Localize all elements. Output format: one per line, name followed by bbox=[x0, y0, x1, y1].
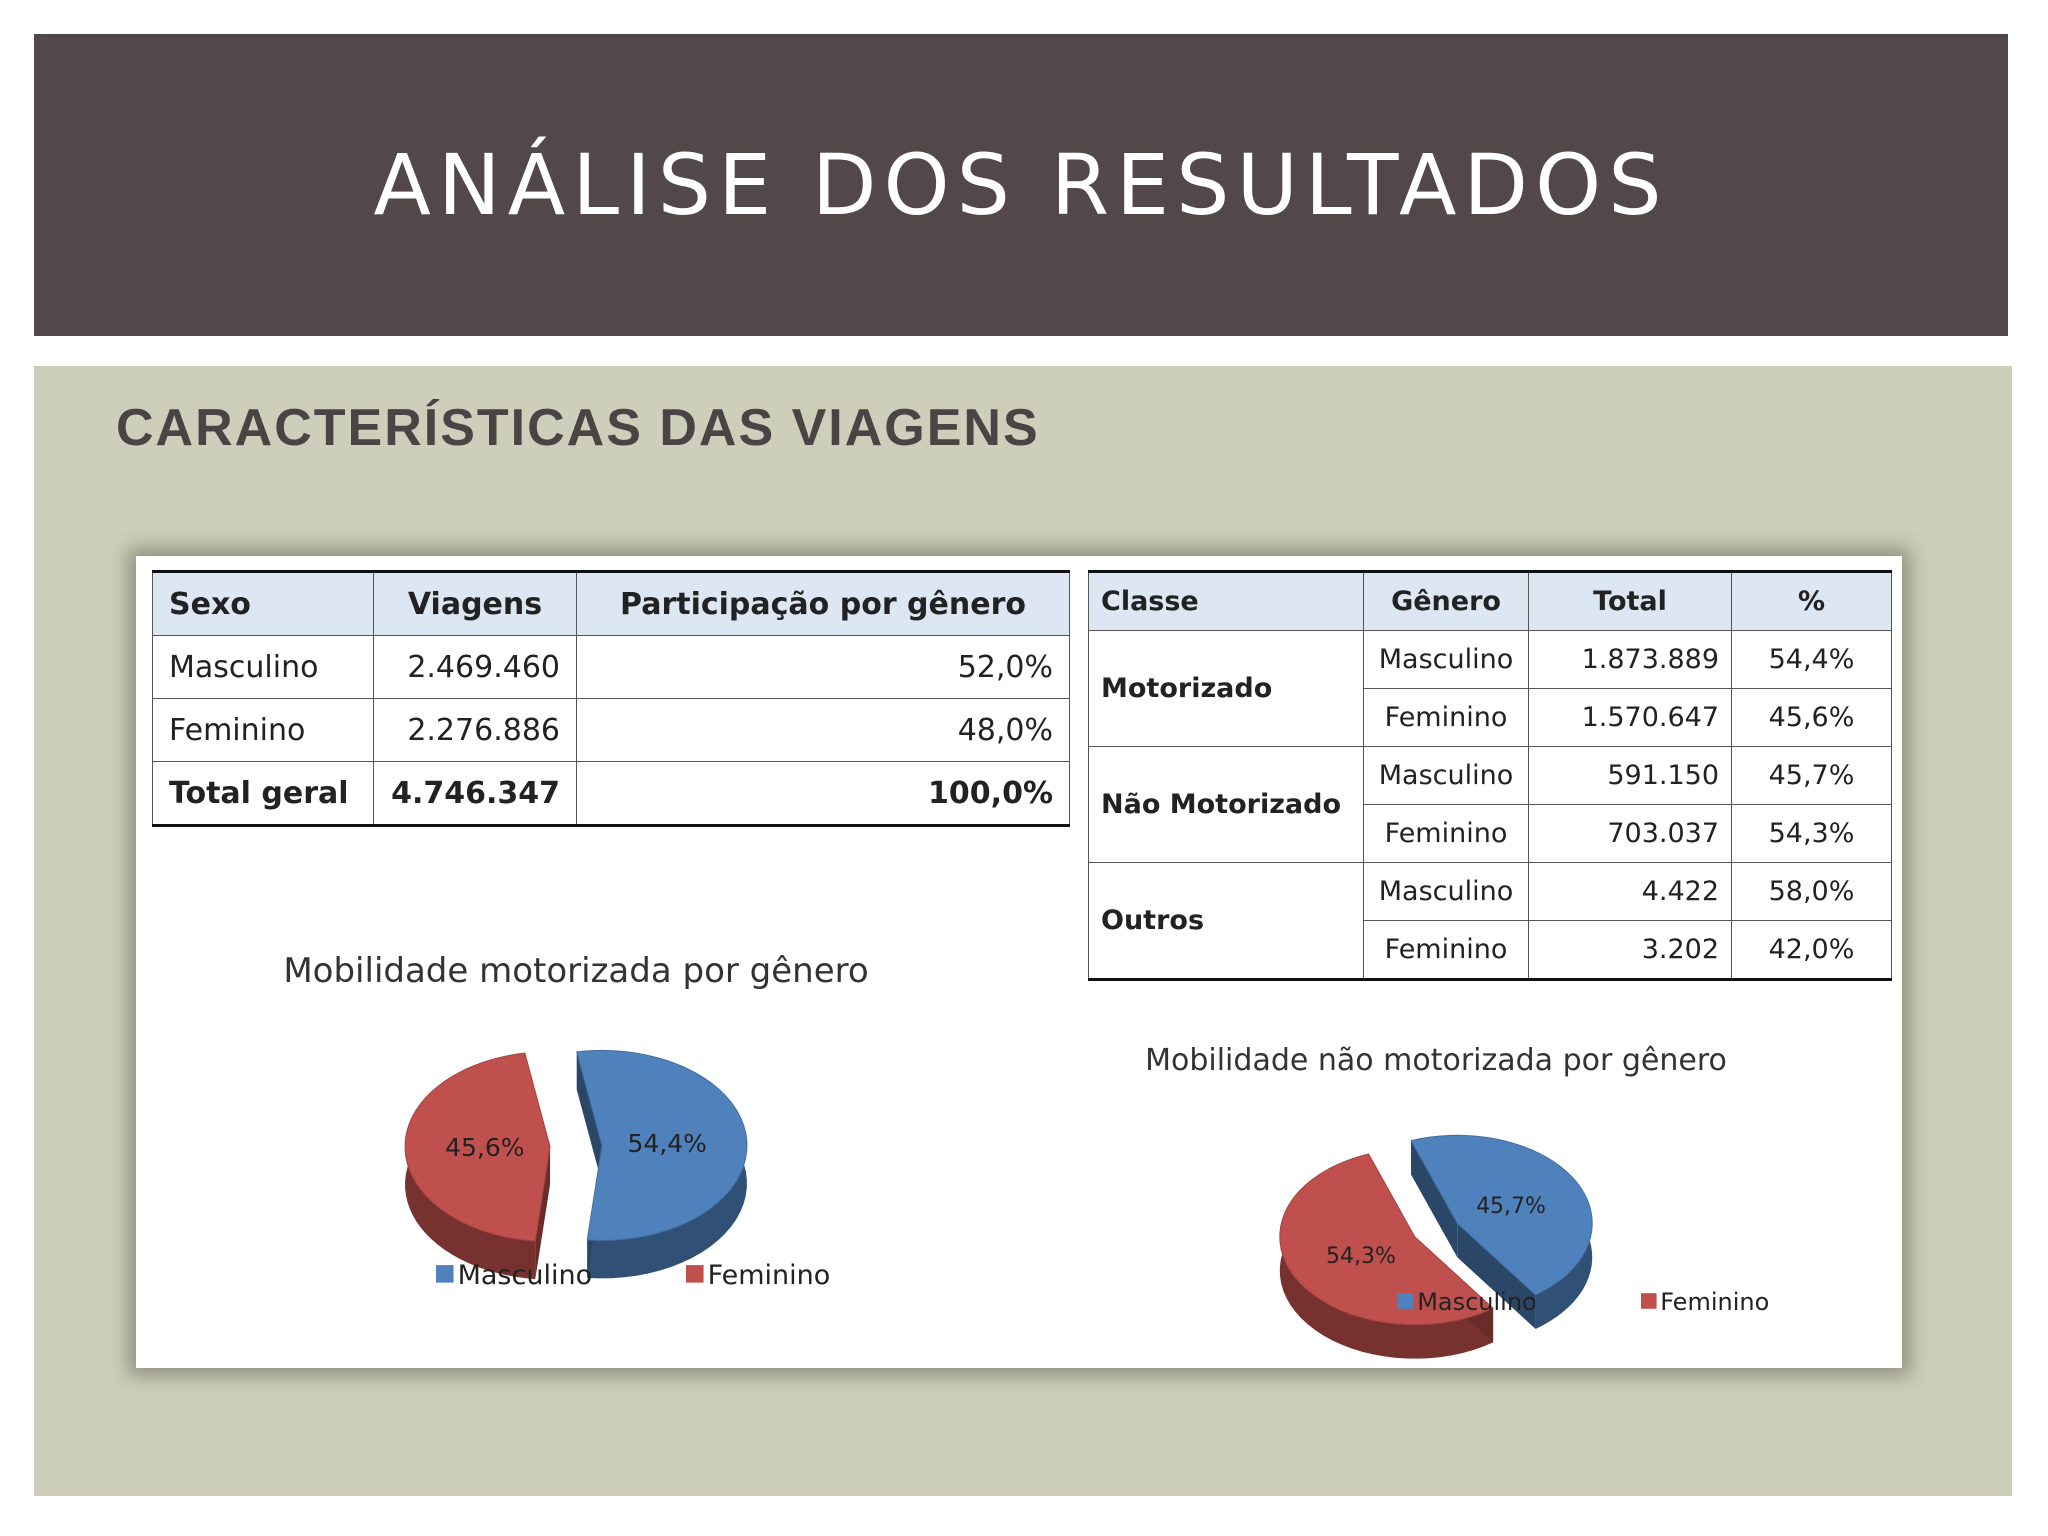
table-cell: 52,0% bbox=[576, 635, 1070, 699]
pie-slice-feminino bbox=[1279, 1153, 1495, 1359]
table-cell: 100,0% bbox=[576, 761, 1070, 826]
table-cell: 58,0% bbox=[1731, 862, 1892, 921]
pie-chart-non-motorized: Mobilidade não motorizada por gênero 45,7… bbox=[1145, 1043, 1769, 1359]
table-total-row: Total geral 4.746.347 100,0% bbox=[152, 761, 1070, 826]
column-header: Participação por gênero bbox=[576, 571, 1070, 636]
table-cell: 3.202 bbox=[1528, 920, 1732, 980]
table-cell: 54,4% bbox=[1731, 630, 1892, 689]
pie-slice-masculino bbox=[1410, 1134, 1593, 1329]
table-cell: 2.276.886 bbox=[373, 698, 577, 762]
table-cell: 591.150 bbox=[1528, 746, 1732, 805]
class-cell: Motorizado bbox=[1088, 630, 1364, 747]
table-cell: 1.570.647 bbox=[1528, 688, 1732, 747]
legend-swatch-masculino bbox=[1398, 1293, 1414, 1309]
table-cell: Masculino bbox=[1363, 746, 1529, 805]
column-header: Sexo bbox=[152, 571, 374, 636]
pie-slice-masculino bbox=[576, 1049, 748, 1279]
class-cell: Não Motorizado bbox=[1088, 746, 1364, 863]
table-cell: Masculino bbox=[152, 635, 374, 699]
table-cell: Feminino bbox=[1363, 688, 1529, 747]
table-cell: 45,6% bbox=[1731, 688, 1892, 747]
table-cell: 4.746.347 bbox=[373, 761, 577, 826]
table-cell: Masculino bbox=[1363, 862, 1529, 921]
title-bar: ANÁLISE DOS RESULTADOS bbox=[34, 34, 2008, 336]
table-row: Não Motorizado Masculino 591.150 45,7% bbox=[1088, 746, 1892, 863]
legend-swatch-feminino bbox=[1641, 1293, 1657, 1309]
table-row: Feminino 2.276.886 48,0% bbox=[152, 698, 1070, 762]
slide-subtitle: CARACTERÍSTICAS DAS VIAGENS bbox=[116, 399, 1040, 457]
figure-card: Sexo Viagens Participação por gênero Mas… bbox=[136, 556, 1902, 1368]
table-header-row: Sexo Viagens Participação por gênero bbox=[152, 571, 1070, 636]
table-cell: 42,0% bbox=[1731, 920, 1892, 980]
class-cell: Outros bbox=[1088, 862, 1364, 980]
pie-chart-motorized: Mobilidade motorizada por gênero 54,4% 45,… bbox=[283, 951, 868, 1291]
table-cell: Feminino bbox=[1363, 920, 1529, 980]
table-cell: Feminino bbox=[1363, 804, 1529, 863]
table-cell: 45,7% bbox=[1731, 746, 1892, 805]
table-cell: 4.422 bbox=[1528, 862, 1732, 921]
slice-data-label: 54,4% bbox=[627, 1129, 706, 1158]
column-header: Gênero bbox=[1363, 571, 1529, 631]
trips-by-sex-table: Sexo Viagens Participação por gênero Mas… bbox=[152, 570, 1070, 827]
legend-swatch-feminino bbox=[686, 1265, 704, 1283]
trips-by-class-table: Classe Gênero Total % Motorizado Masculi… bbox=[1088, 570, 1892, 981]
legend-label: Feminino bbox=[1660, 1288, 1769, 1316]
table-row: Feminino 703.037 54,3% bbox=[1089, 804, 1892, 863]
table-cell: 48,0% bbox=[576, 698, 1070, 762]
chart-title: Mobilidade não motorizada por gênero bbox=[1145, 1043, 1727, 1078]
table-header-row: Classe Gênero Total % bbox=[1088, 571, 1892, 631]
legend-label: Masculino bbox=[458, 1260, 592, 1291]
table-cell: 1.873.889 bbox=[1528, 630, 1732, 689]
slice-data-label: 54,3% bbox=[1326, 1244, 1396, 1269]
table-cell: Masculino bbox=[1363, 630, 1529, 689]
table-cell: Total geral bbox=[152, 761, 374, 826]
table-row: Outros Masculino 4.422 58,0% bbox=[1088, 862, 1892, 980]
table-row: Masculino 2.469.460 52,0% bbox=[152, 635, 1070, 699]
slice-data-label: 45,6% bbox=[445, 1133, 524, 1162]
table-cell: 2.469.460 bbox=[373, 635, 577, 699]
table-cell: Feminino bbox=[152, 698, 374, 762]
table-row: Motorizado Masculino 1.873.889 54,4% bbox=[1088, 630, 1892, 747]
table-cell: 54,3% bbox=[1731, 804, 1892, 863]
legend-label: Masculino bbox=[1417, 1288, 1537, 1316]
table-cell: 703.037 bbox=[1528, 804, 1732, 863]
slide-title: ANÁLISE DOS RESULTADOS bbox=[373, 136, 1669, 234]
column-header: Total bbox=[1528, 571, 1732, 631]
column-header: Viagens bbox=[373, 571, 577, 636]
table-row: Feminino 3.202 42,0% bbox=[1089, 920, 1892, 980]
column-header: Classe bbox=[1088, 571, 1364, 631]
slice-data-label: 45,7% bbox=[1476, 1194, 1546, 1219]
chart-title: Mobilidade motorizada por gênero bbox=[283, 951, 868, 991]
column-header: % bbox=[1731, 571, 1892, 631]
legend-swatch-masculino bbox=[436, 1265, 454, 1283]
pie-slice-feminino bbox=[404, 1052, 551, 1280]
legend-label: Feminino bbox=[708, 1260, 831, 1291]
